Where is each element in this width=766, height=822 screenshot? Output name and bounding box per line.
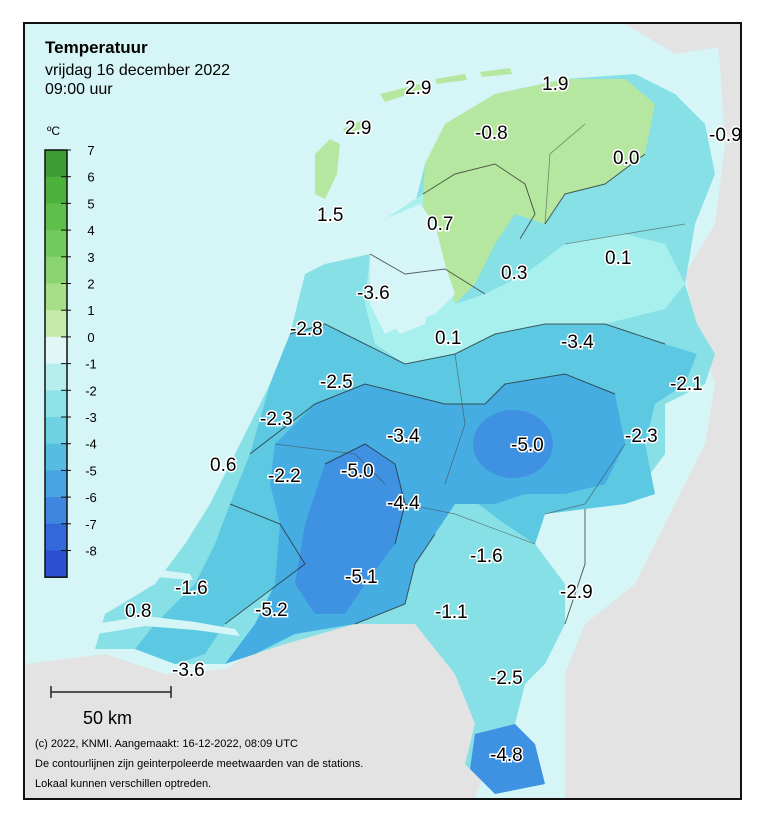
legend-tick-label: -5 xyxy=(85,463,97,478)
legend-tick-label: -4 xyxy=(85,437,97,452)
legend-tick-label: 2 xyxy=(87,277,94,292)
val-ijsselmeer: 0.7 xyxy=(427,214,453,235)
val-flevoland: 0.1 xyxy=(435,328,461,349)
val-north-island-east: 1.9 xyxy=(542,74,568,95)
scale-bar-label: 50 km xyxy=(83,708,133,728)
legend-swatch xyxy=(45,310,67,338)
val-utrecht: -3.4 xyxy=(387,426,420,447)
legend-tick-label: -2 xyxy=(85,383,97,398)
val-brabant-south: -5.2 xyxy=(255,600,288,621)
map-time: 09:00 uur xyxy=(45,81,113,98)
val-gelderland: -5.0 xyxy=(511,435,544,456)
val-overijssel: -3.4 xyxy=(561,332,594,353)
map-date: vrijdag 16 december 2022 xyxy=(45,62,231,79)
val-zeeuws-vlaanderen: -3.6 xyxy=(172,660,205,681)
cold-zone-4-limburg xyxy=(470,724,545,794)
legend-swatch xyxy=(45,363,67,391)
legend-swatch xyxy=(45,230,67,258)
copyright-text: (c) 2022, KNMI. Aangemaakt: 16-12-2022, … xyxy=(35,738,298,750)
map-title: Temperatuur xyxy=(45,38,148,57)
top-right-land xyxy=(625,24,740,54)
legend-swatch xyxy=(45,203,67,231)
val-rotterdam: -2.2 xyxy=(268,466,301,487)
val-leiden: -2.5 xyxy=(320,372,353,393)
val-groningen: 0.0 xyxy=(613,148,639,169)
val-noord-holland: -3.6 xyxy=(357,283,390,304)
terschelling xyxy=(380,84,425,102)
legend-tick-label: 6 xyxy=(87,170,94,185)
disclaimer-line-2: Lokaal kunnen verschillen optreden. xyxy=(35,778,212,790)
val-achterhoek: -2.3 xyxy=(625,426,658,447)
legend-tick-label: 4 xyxy=(87,223,94,238)
temperature-map: 7 6 5 4 3 2 1 0 -1 -2 -3 -4 -5 -6 -7 -8 2.9 1.9 2.9 -0.8 -0… xyxy=(25,24,740,798)
val-north-sea-coast: -2.8 xyxy=(290,319,323,340)
val-betuwe: -4.4 xyxy=(387,493,420,514)
val-limburg-north: -2.9 xyxy=(560,582,593,603)
val-texel: 2.9 xyxy=(345,118,371,139)
val-brabant-west: -5.1 xyxy=(345,567,378,588)
val-south-limburg: -4.8 xyxy=(490,745,523,766)
legend-swatch xyxy=(45,523,67,551)
legend-swatch xyxy=(45,443,67,471)
val-eindhoven: -1.1 xyxy=(435,602,468,623)
markermeer xyxy=(380,264,430,334)
val-friesland: -0.8 xyxy=(475,123,508,144)
legend-swatch xyxy=(45,336,67,365)
legend-swatch xyxy=(45,550,67,578)
scale-bar xyxy=(50,686,172,698)
val-nijmegen: -1.6 xyxy=(470,546,503,567)
legend-tick-label: 7 xyxy=(87,143,94,158)
val-zeeland-north: -1.6 xyxy=(175,578,208,599)
vlieland xyxy=(343,119,369,136)
cold-zone-1-brabant xyxy=(415,544,499,654)
cold-zone-4-rivers xyxy=(295,444,405,614)
val-zeeland-coast: 0.8 xyxy=(125,601,151,622)
val-lelystad-north: 0.3 xyxy=(501,263,527,284)
legend-swatch xyxy=(45,497,67,525)
legend-colorbar: 7 6 5 4 3 2 1 0 -1 -2 -3 -4 -5 -6 -7 -8 xyxy=(44,143,97,578)
val-hague: -2.3 xyxy=(260,409,293,430)
val-hook: 0.6 xyxy=(210,455,236,476)
val-den-helder: 1.5 xyxy=(317,205,343,226)
ameland xyxy=(435,74,467,84)
val-rivers: -5.0 xyxy=(341,461,374,482)
germany-land xyxy=(565,24,740,798)
mild-zone-central xyxy=(365,194,685,364)
legend-swatch xyxy=(45,150,67,178)
disclaimer-line-1: De contourlijnen zijn geinterpoleerde me… xyxy=(35,758,364,770)
legend-tick-label: -3 xyxy=(85,410,97,425)
legend-tick-label: 1 xyxy=(87,303,94,318)
legend-swatch xyxy=(45,283,67,311)
map-frame: 7 6 5 4 3 2 1 0 -1 -2 -3 -4 -5 -6 -7 -8 2.9 1.9 2.9 -0.8 -0… xyxy=(23,22,742,800)
val-east-groningen: -0.9 xyxy=(709,125,740,146)
legend-swatch xyxy=(45,256,67,284)
legend-tick-label: 3 xyxy=(87,250,94,265)
legend-tick-label: -7 xyxy=(85,517,97,532)
schiermonnikoog xyxy=(480,68,512,77)
legend-tick-label: 0 xyxy=(87,330,94,345)
province-boundaries xyxy=(274,123,686,545)
legend-swatch xyxy=(45,390,67,418)
texel xyxy=(315,139,340,199)
legend-unit: ºC xyxy=(47,124,61,138)
legend-tick-label: -1 xyxy=(85,357,97,372)
cold-zone-4-gelderland xyxy=(473,410,553,478)
legend-swatch xyxy=(45,417,67,445)
belgium-land xyxy=(25,614,495,798)
val-drenthe: 0.1 xyxy=(605,248,631,269)
legend-tick-label: 5 xyxy=(87,196,94,211)
val-north-island-west: 2.9 xyxy=(405,78,431,99)
warm-zone-north xyxy=(423,79,655,304)
legend-tick-label: -6 xyxy=(85,490,97,505)
oosterschelde xyxy=(105,569,193,590)
val-twente: -2.1 xyxy=(670,374,703,395)
westerschelde xyxy=(95,616,240,636)
temperature-values: 2.9 1.9 2.9 -0.8 -0.9 0.0 1.5 0.7 0.3 0.1 -3.6 -2.8… xyxy=(124,73,741,768)
legend-tick-label: -8 xyxy=(85,544,97,559)
legend-swatch xyxy=(45,176,67,204)
legend-swatch xyxy=(45,470,67,498)
val-roermond: -2.5 xyxy=(490,668,523,689)
